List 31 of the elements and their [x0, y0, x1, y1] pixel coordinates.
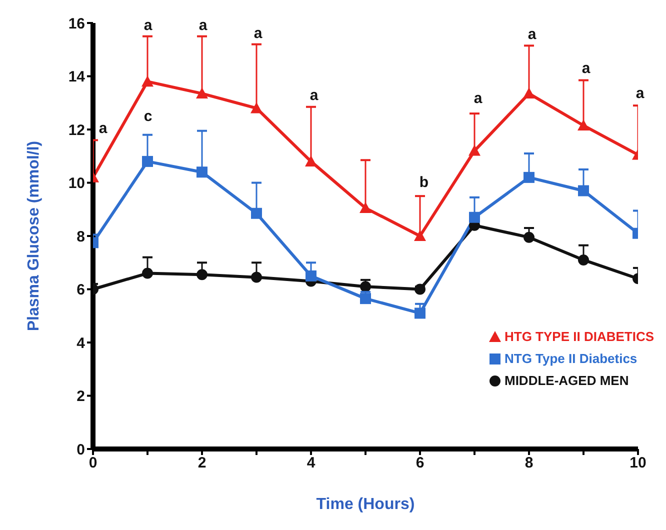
y-axis-title: Plasma Glucose (mmol/l) — [26, 140, 43, 332]
annotation: a — [98, 120, 108, 137]
y-tick-label: 0 — [76, 441, 85, 458]
y-tick-label: 12 — [68, 122, 85, 139]
annotation: a — [528, 26, 537, 43]
annotation: c — [144, 108, 152, 125]
x-tick-label: 6 — [416, 454, 424, 472]
y-tick-label: 6 — [76, 282, 85, 299]
annotation: a — [582, 60, 591, 77]
legend-label: NTG Type II Diabetics — [504, 350, 638, 368]
x-tick-label: 0 — [88, 454, 98, 472]
annotation: a — [310, 87, 319, 104]
annotation: a — [144, 17, 153, 34]
annotation: b — [419, 174, 429, 191]
y-tick-label: 2 — [76, 388, 85, 406]
y-tick-label: 14 — [68, 68, 86, 86]
annotation: a — [198, 17, 208, 34]
y-tick-label: 8 — [76, 228, 85, 246]
x-tick-label: 8 — [524, 454, 534, 472]
x-axis-title: Time (Hours) — [316, 496, 415, 513]
annotation: a — [474, 90, 483, 107]
x-tick-label: 10 — [630, 454, 646, 472]
y-tick-label: 10 — [68, 175, 85, 192]
y-tick-label: 16 — [68, 15, 85, 32]
annotation: a — [254, 25, 263, 42]
legend-label: MIDDLE-AGED MEN — [504, 372, 629, 390]
legend-label: HTG TYPE II DIABETICS — [504, 328, 654, 346]
annotation: a — [636, 85, 645, 102]
x-tick-label: 2 — [198, 454, 206, 472]
y-tick-label: 4 — [76, 334, 86, 352]
x-tick-label: 4 — [306, 454, 316, 472]
